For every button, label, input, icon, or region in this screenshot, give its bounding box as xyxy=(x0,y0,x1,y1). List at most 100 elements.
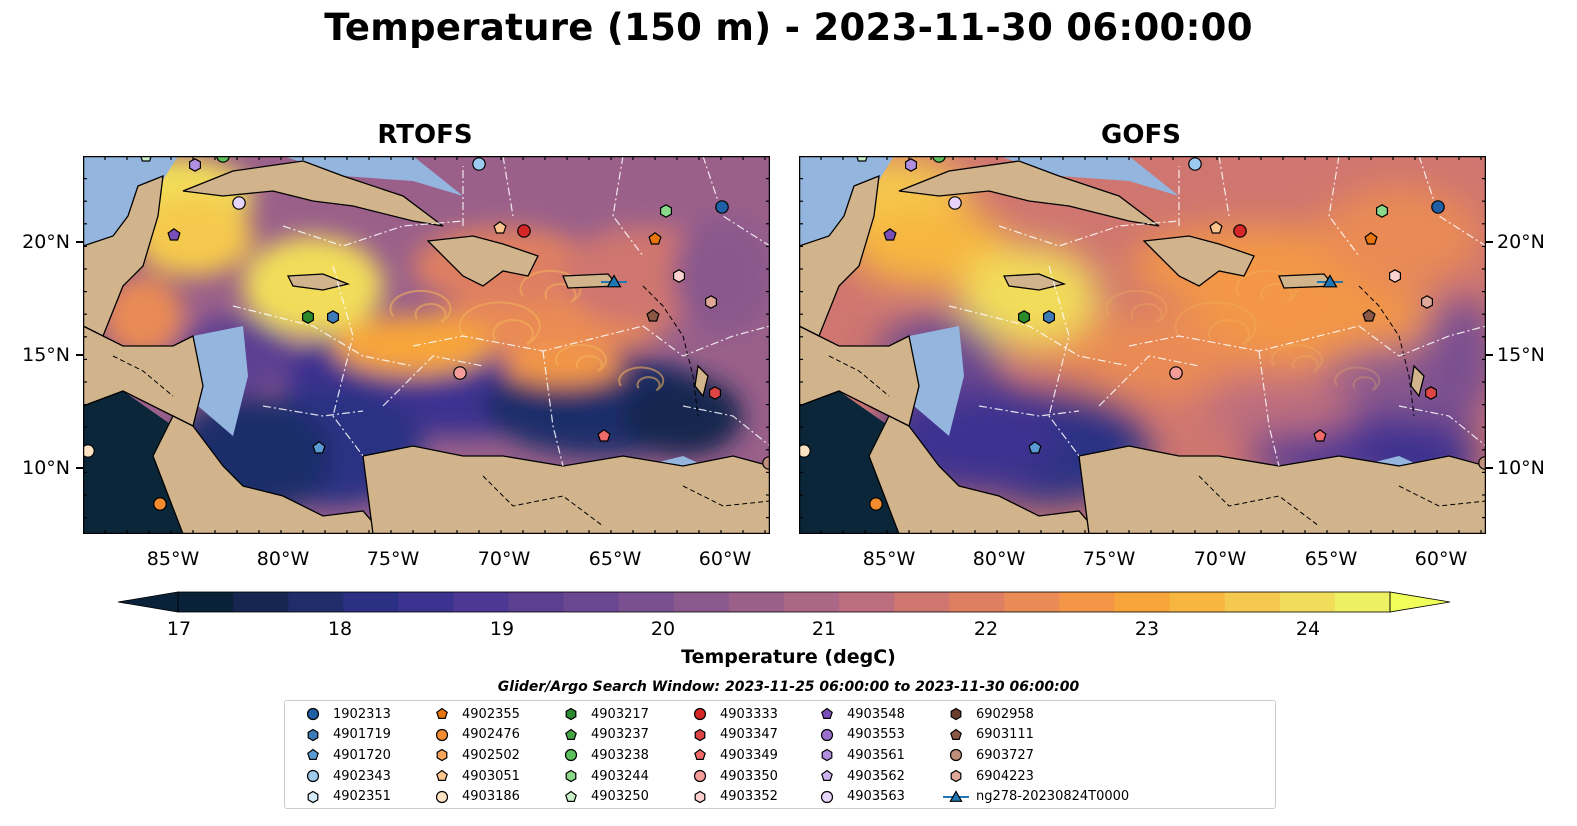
legend-item: 4901719 xyxy=(299,725,391,745)
lon-label-75w-left: 75°W xyxy=(366,548,420,570)
temperature-blob xyxy=(959,246,1099,346)
float-marker xyxy=(597,429,611,442)
lon-label-60w-left: 60°W xyxy=(698,548,752,570)
legend-item: 4903333 xyxy=(686,704,778,724)
float-marker xyxy=(904,158,918,172)
float-marker xyxy=(1043,310,1055,324)
lon-label-85w-right: 85°W xyxy=(862,548,916,570)
float-marker xyxy=(83,444,95,458)
eddy-curve xyxy=(618,366,665,392)
colorbar-swatch xyxy=(508,592,565,612)
legend-item: 4903349 xyxy=(686,745,778,765)
eez-line xyxy=(998,220,1180,247)
legend-item: 4903553 xyxy=(813,725,905,745)
land xyxy=(799,156,1486,534)
eez-line xyxy=(542,350,564,467)
legend-marker xyxy=(950,707,962,721)
legend-label: 6902958 xyxy=(976,706,1034,722)
legend-item: ng278-20230824T0000 xyxy=(942,787,1129,807)
legend-label: 4903237 xyxy=(591,727,649,743)
legend-label: 4903250 xyxy=(591,789,649,805)
temperature-blob xyxy=(623,376,743,456)
hexagon-marker-icon xyxy=(565,769,577,783)
gulf-water xyxy=(83,156,153,266)
legend-marker xyxy=(821,749,833,762)
gofs-map xyxy=(799,156,1486,534)
legend-marker xyxy=(949,749,963,762)
jamaica-island xyxy=(1002,273,1067,291)
legend-item: 4903352 xyxy=(686,787,778,807)
legend-label: 4901720 xyxy=(333,747,391,763)
float-marker xyxy=(1362,309,1376,322)
lon-label-65w-right: 65°W xyxy=(1304,548,1358,570)
float-marker xyxy=(1420,295,1434,309)
search-window-caption: Glider/Argo Search Window: 2023-11-25 06… xyxy=(497,679,1080,695)
float-marker xyxy=(472,157,486,171)
legend-item: 4903562 xyxy=(813,766,905,786)
map-panel-gofs xyxy=(799,156,1486,534)
border-line xyxy=(112,355,174,397)
circle-marker-icon xyxy=(564,749,578,762)
colorbar-swatch xyxy=(894,592,950,612)
temperature-blob xyxy=(849,206,1009,286)
eez-line xyxy=(332,265,364,457)
legend-item: 6902958 xyxy=(942,704,1034,724)
legend-marker xyxy=(693,707,707,721)
country-borders xyxy=(112,285,770,527)
legend-marker xyxy=(565,790,577,802)
float-marker xyxy=(1375,204,1389,218)
legend-item: 4903051 xyxy=(428,766,520,786)
rtofs-map xyxy=(83,156,770,534)
hispaniola-island xyxy=(1142,235,1255,287)
circle-marker-icon xyxy=(435,790,449,803)
pentagon-marker-icon xyxy=(821,769,833,782)
eez-line xyxy=(642,325,770,357)
legend-marker xyxy=(565,707,577,721)
legend-label: 4903350 xyxy=(720,768,778,784)
colorbar-tick-17: 17 xyxy=(166,618,192,640)
temperature-blob xyxy=(1169,286,1469,366)
legend-marker xyxy=(565,769,577,783)
panel-title-gofs: GOFS xyxy=(1101,120,1181,150)
hexagon-marker-icon xyxy=(307,728,319,741)
legend-marker xyxy=(693,769,707,783)
eez-line xyxy=(948,305,1130,367)
bahamas-shelf xyxy=(283,156,463,196)
hexagon-marker-icon xyxy=(307,790,319,803)
lon-label-85w-left: 85°W xyxy=(146,548,200,570)
legend-label: 6903111 xyxy=(976,727,1034,743)
legend-item: 6904223 xyxy=(942,766,1034,786)
circle-marker-icon xyxy=(435,728,449,741)
legend-marker xyxy=(564,749,578,762)
legend-marker xyxy=(436,707,448,719)
legend-label: 4903352 xyxy=(720,789,778,805)
colorbar-swatch xyxy=(1169,592,1226,612)
legend-item: 4903548 xyxy=(813,704,905,724)
circle-marker-icon xyxy=(306,707,320,721)
legend-label: 4903553 xyxy=(847,727,905,743)
colorbar-swatch xyxy=(1114,592,1171,612)
colorbar-tick-23: 23 xyxy=(1134,618,1160,640)
eez-line xyxy=(1098,355,1200,407)
lon-label-80w-left: 80°W xyxy=(256,548,310,570)
legend-label: 4903186 xyxy=(462,789,520,805)
float-marker xyxy=(799,444,811,458)
eez-boundaries xyxy=(948,156,1486,467)
float-marker xyxy=(1431,200,1445,214)
eez-line xyxy=(1418,156,1486,247)
legend-marker xyxy=(821,707,833,719)
pentagon-marker-icon xyxy=(307,749,319,761)
float-marker xyxy=(869,497,883,511)
lon-label-70w-left: 70°W xyxy=(477,548,531,570)
legend-label: 6903727 xyxy=(976,747,1034,763)
eez-line xyxy=(1328,156,1360,257)
eddy-curve xyxy=(1235,269,1298,303)
south-america-land xyxy=(362,445,770,534)
colorbar-swatch xyxy=(1334,592,1391,612)
colorbar-swatch xyxy=(1279,592,1336,612)
legend-item: 6903111 xyxy=(942,725,1034,745)
legend-marker xyxy=(949,790,963,802)
legend-item: 1902313 xyxy=(299,704,391,724)
float-marker xyxy=(648,232,662,245)
major-tick xyxy=(76,354,83,356)
